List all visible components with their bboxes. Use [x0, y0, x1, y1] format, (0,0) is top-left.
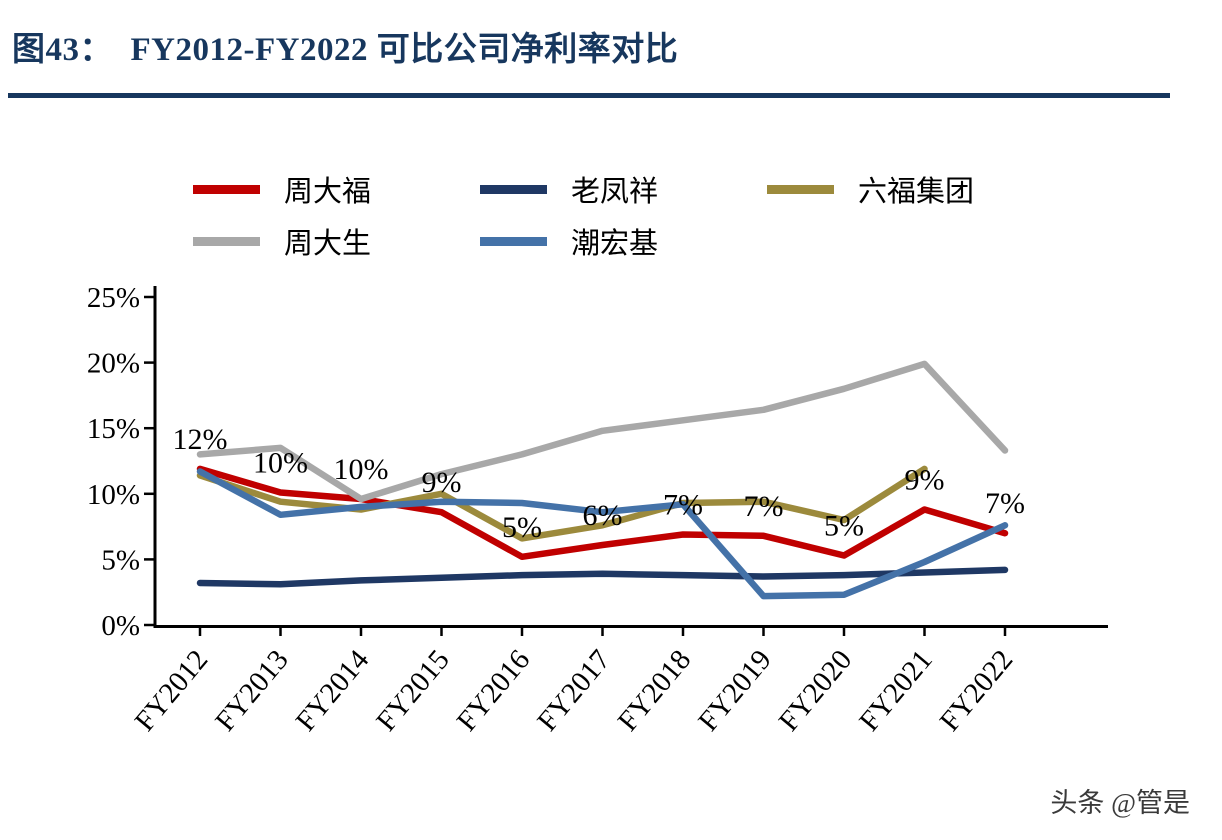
- legend-label: 周大福: [284, 176, 372, 208]
- x-tick-label: FY2017: [531, 644, 617, 737]
- data-label-0-7: 7%: [744, 490, 784, 523]
- data-label-0-6: 7%: [663, 488, 703, 521]
- figure-title: 图43： FY2012-FY2022 可比公司净利率对比: [12, 32, 679, 68]
- series-line-2: [196, 465, 928, 542]
- legend-marker-icon: [480, 236, 547, 246]
- legend-item-2: 六福集团: [767, 163, 1054, 215]
- legend-marker-icon: [193, 184, 260, 194]
- net-margin-line-chart: 0% 5% 10% 15% 20% 25% FY2012FY2013FY2014FY2015…: [87, 282, 1108, 738]
- legend-item-4: 潮宏基: [480, 215, 767, 267]
- title-underline-rule: [8, 93, 1170, 98]
- data-label-0-4: 5%: [502, 511, 542, 544]
- x-tick-label: FY2013: [209, 644, 295, 737]
- y-tick-label: 10%: [87, 479, 140, 511]
- x-tick-label: FY2022: [934, 644, 1020, 737]
- x-tick-label: FY2012: [129, 644, 215, 737]
- data-label-0-0: 12%: [173, 423, 228, 456]
- x-tick-label: FY2014: [290, 644, 376, 738]
- series-line-1: [196, 566, 1009, 588]
- legend-item-3: 周大生: [193, 215, 480, 267]
- data-label-0-9: 9%: [905, 464, 945, 497]
- x-tick-label: FY2018: [612, 644, 698, 737]
- y-tick-label: 25%: [87, 282, 140, 314]
- data-label-0-10: 7%: [985, 487, 1025, 520]
- y-tick-label: 20%: [87, 348, 140, 380]
- data-label-0-8: 5%: [824, 509, 864, 542]
- data-label-0-3: 9%: [422, 466, 462, 499]
- series-line-4: [196, 468, 1009, 600]
- legend-label: 六福集团: [858, 176, 975, 208]
- x-tick-label: FY2016: [451, 644, 537, 737]
- y-tick-label: 5%: [101, 544, 140, 576]
- watermark-text: 头条 @管是: [1050, 788, 1190, 818]
- data-label-0-5: 6%: [583, 499, 623, 532]
- legend-marker-icon: [480, 184, 547, 194]
- legend-item-0: 周大福: [193, 163, 480, 215]
- x-tick-label: FY2021: [853, 644, 939, 737]
- legend-label: 周大生: [284, 228, 372, 260]
- y-tick-label: 0%: [101, 610, 140, 642]
- x-tick-label: FY2019: [692, 644, 778, 737]
- y-tick-label: 15%: [87, 413, 140, 445]
- x-tick-label: FY2020: [773, 644, 859, 737]
- series-line-0: [196, 465, 1009, 561]
- chart-legend: 周大福 老凤祥 六福集团周大生 潮宏基: [193, 163, 1073, 267]
- legend-marker-icon: [193, 236, 260, 246]
- legend-label: 老凤祥: [571, 176, 659, 208]
- series-line-3: [196, 360, 1009, 503]
- legend-item-1: 老凤祥: [480, 163, 767, 215]
- legend-label: 潮宏基: [571, 228, 659, 260]
- data-label-0-2: 10%: [334, 453, 389, 486]
- data-label-0-1: 10%: [253, 446, 308, 479]
- legend-marker-icon: [767, 184, 834, 194]
- x-tick-label: FY2015: [370, 644, 456, 737]
